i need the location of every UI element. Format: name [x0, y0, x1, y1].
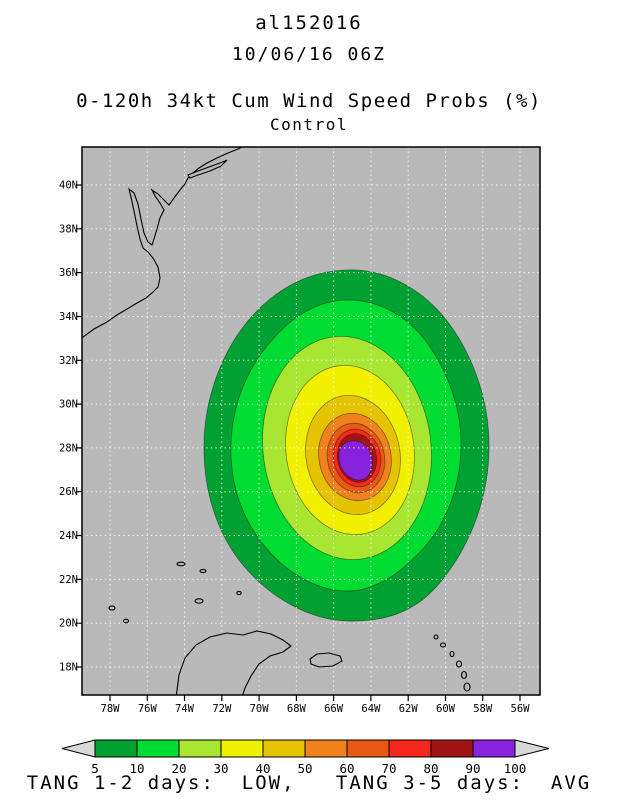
lon-label: 76W: [138, 703, 158, 715]
bahamas-islands: [108, 561, 242, 624]
colorbar-segment: [346, 739, 390, 758]
storm-id-title: al152016: [255, 12, 363, 34]
colorbar-segment: [262, 739, 306, 758]
lat-label: 30N: [59, 399, 78, 411]
skill-assessment-text: TANG 1-2 days: LOW, TANG 3-5 days: AVG: [26, 772, 592, 794]
run-label: Control: [270, 115, 348, 134]
bottom-ticks: [109, 695, 521, 701]
lon-label: 58W: [473, 703, 493, 715]
probability-map: 40N 38N 36N 34N 32N 30N 28N 26N 24N 22N …: [59, 146, 550, 776]
lat-axis-labels: 40N 38N 36N 34N 32N 30N 28N 26N 24N 22N …: [59, 180, 78, 674]
puerto-rico-island: [309, 652, 343, 668]
map-frame: [81, 146, 541, 696]
lon-label: 60W: [436, 703, 456, 715]
colorbar-label: 70: [381, 761, 396, 776]
lon-label: 68W: [287, 703, 307, 715]
lat-label: 22N: [59, 574, 78, 586]
colorbar-label: 100: [504, 761, 527, 776]
long-island: [187, 159, 228, 179]
lon-label: 74W: [175, 703, 195, 715]
lon-axis-labels: 78W 76W 74W 72W 70W 68W 66W 64W 62W 60W …: [101, 703, 531, 715]
coastlines: [82, 147, 471, 695]
lat-label: 24N: [59, 530, 78, 542]
lon-label: 62W: [399, 703, 419, 715]
lon-label: 78W: [101, 703, 121, 715]
colorbar-segment: [304, 739, 348, 758]
colorbar-segment: [136, 739, 180, 758]
colorbar-label: 30: [213, 761, 228, 776]
left-ticks: [76, 184, 82, 668]
lon-label: 56W: [511, 703, 531, 715]
colorbar-labels: 5 10 20 30 40 50 60 70 80 90 100: [91, 761, 526, 776]
lat-label: 26N: [59, 486, 78, 498]
lat-label: 20N: [59, 618, 78, 630]
colorbar-label: 20: [171, 761, 186, 776]
lat-label: 38N: [59, 223, 78, 235]
colorbar-label: 10: [129, 761, 144, 776]
lat-label: 18N: [59, 662, 78, 674]
colorbar-segment: [94, 739, 138, 758]
lon-label: 72W: [212, 703, 232, 715]
lon-label: 70W: [250, 703, 270, 715]
lat-label: 36N: [59, 267, 78, 279]
colorbar-label: 90: [465, 761, 480, 776]
lon-label: 64W: [361, 703, 381, 715]
lat-label: 28N: [59, 442, 78, 454]
colorbar-right-arrow: [514, 739, 550, 758]
probability-contours: [203, 269, 490, 622]
colorbar-label: 80: [423, 761, 438, 776]
colorbar-left-arrow: [61, 739, 96, 758]
colorbar-label: 5: [91, 761, 99, 776]
colorbar-segment: [178, 739, 222, 758]
colorbar-label: 60: [339, 761, 354, 776]
colorbar-label: 40: [255, 761, 270, 776]
colorbar-segment: [220, 739, 264, 758]
hispaniola-island: [175, 630, 292, 695]
colorbar-label: 50: [297, 761, 312, 776]
colorbar-segment: [388, 739, 432, 758]
colorbar: [61, 739, 550, 758]
axis-ticks: [76, 184, 521, 701]
colorbar-segment: [472, 739, 516, 758]
us-east-coastline: [82, 147, 244, 339]
init-time-title: 10/06/16 06Z: [231, 44, 387, 65]
lat-label: 34N: [59, 311, 78, 323]
lon-label: 66W: [324, 703, 344, 715]
prob-contour-90: [338, 440, 373, 481]
lat-label: 32N: [59, 355, 78, 367]
product-title: 0-120h 34kt Cum Wind Speed Probs (%): [76, 90, 542, 112]
lat-label: 40N: [59, 180, 78, 192]
colorbar-segment: [430, 739, 474, 758]
lesser-antilles-islands: [433, 634, 471, 692]
